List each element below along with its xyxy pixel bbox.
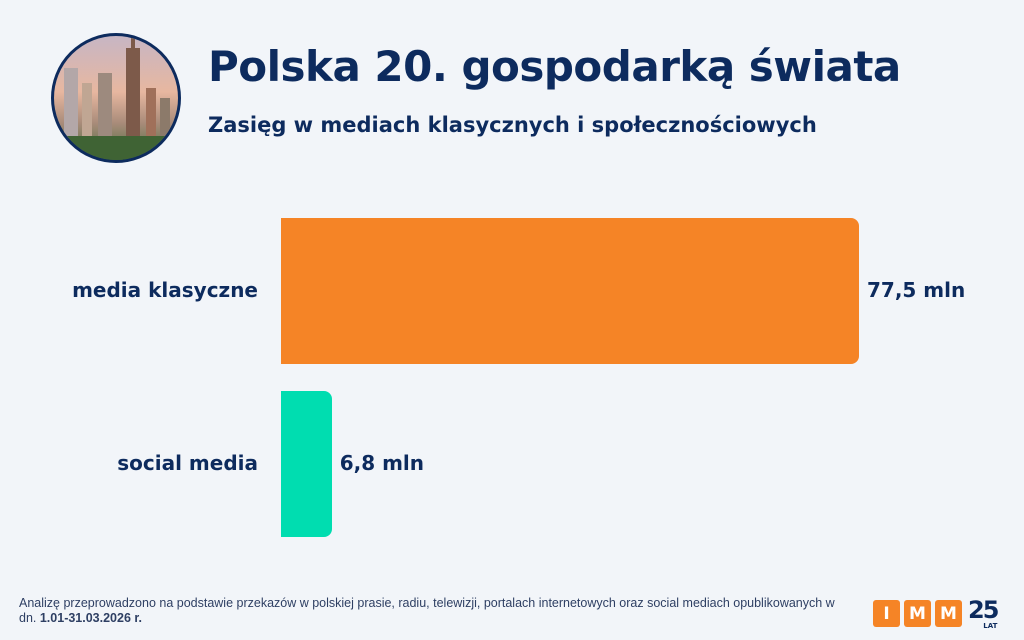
city-photo [51, 33, 181, 163]
category-label: social media [117, 451, 258, 475]
logo-years: 25 LAT [968, 596, 999, 630]
value-label: 77,5 mln [867, 278, 966, 302]
page-title: Polska 20. gospodarką świata [208, 42, 901, 91]
logo-years-number: 25 [968, 596, 999, 624]
logo-letter: M [904, 600, 931, 627]
logo-years-label: LAT [983, 622, 998, 630]
bar [281, 391, 332, 537]
imm-logo: I M M 25 LAT [873, 596, 999, 630]
logo-letter: I [873, 600, 900, 627]
page-subtitle: Zasięg w mediach klasycznych i społeczno… [208, 113, 817, 137]
category-label: media klasyczne [72, 278, 258, 302]
footer-note: Analizę przeprowadzono na podstawie prze… [19, 596, 839, 626]
footer-text: Analizę przeprowadzono na podstawie prze… [19, 596, 835, 625]
value-label: 6,8 mln [339, 451, 425, 475]
logo-letter: M [935, 600, 962, 627]
bar [281, 218, 859, 364]
footer-period: 1.01-31.03.2026 r. [39, 611, 143, 625]
